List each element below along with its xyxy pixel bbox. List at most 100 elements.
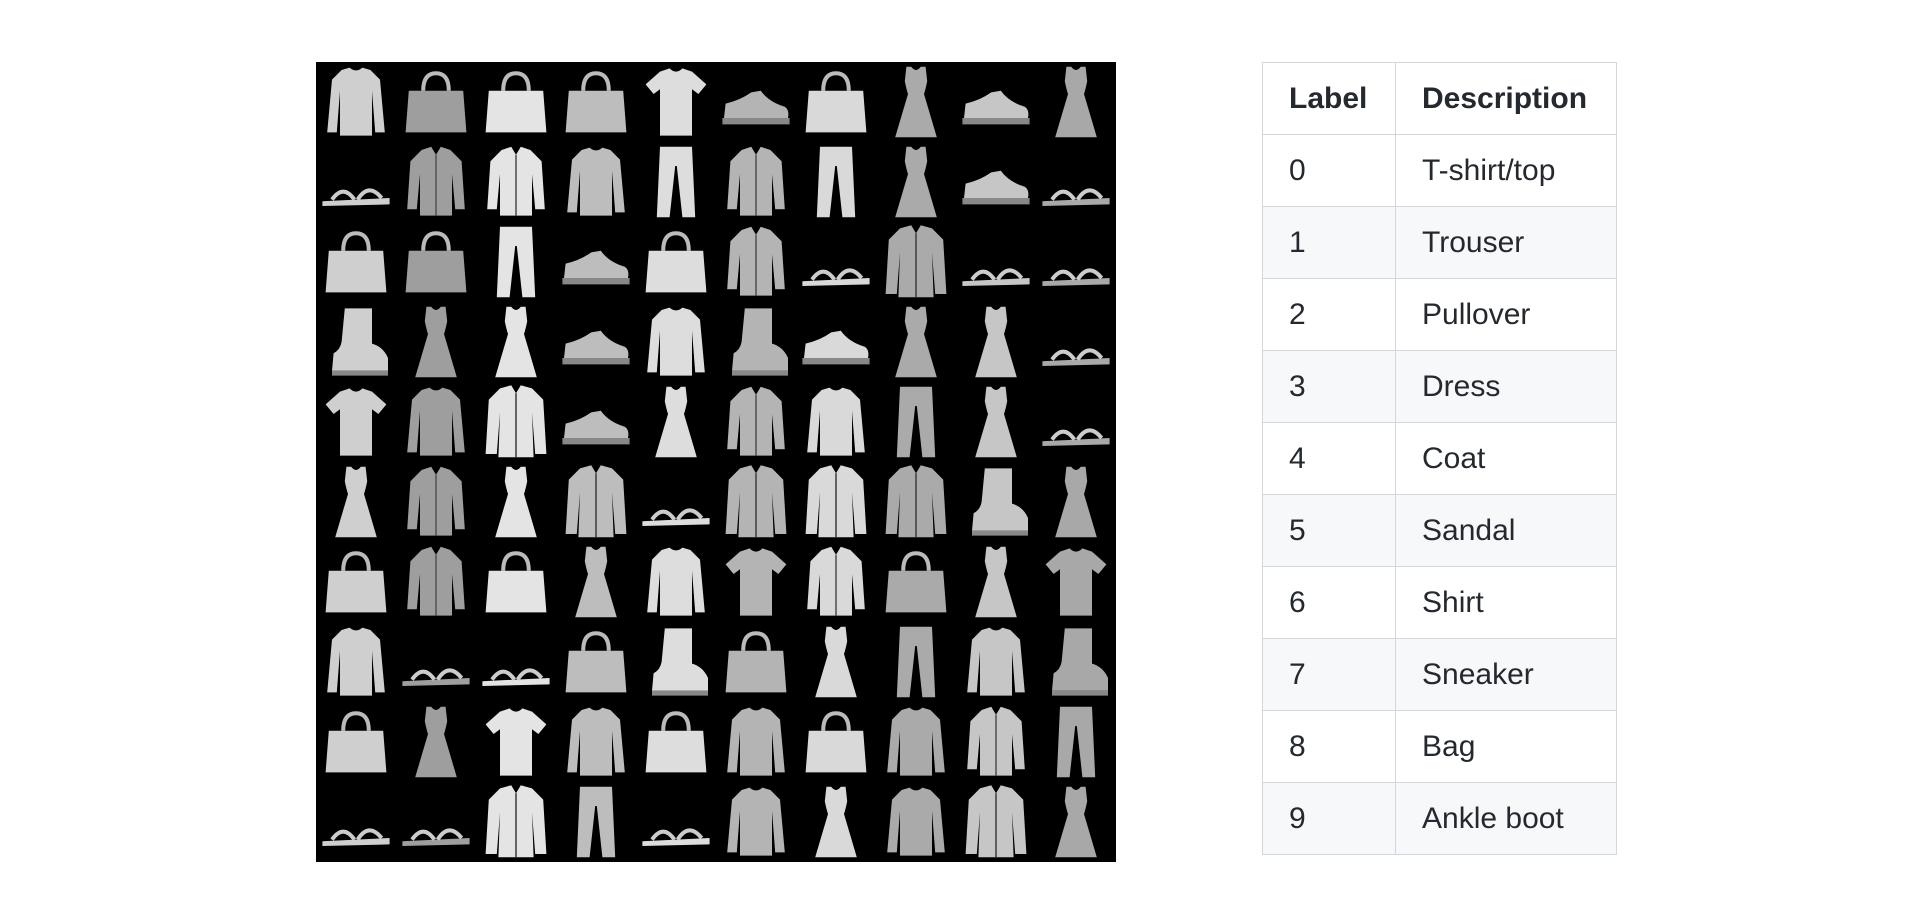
- clothing-image-coat: [876, 462, 956, 542]
- clothing-image-coat: [876, 222, 956, 302]
- clothing-image-dress: [876, 62, 956, 142]
- clothing-image-bag: [476, 62, 556, 142]
- clothing-image-sandal: [956, 222, 1036, 302]
- clothing-image-bag: [636, 222, 716, 302]
- clothing-image-pullover: [716, 702, 796, 782]
- clothing-image-pullover: [716, 782, 796, 862]
- clothing-image-pullover: [556, 142, 636, 222]
- clothing-image-bag: [316, 542, 396, 622]
- clothing-image-bag: [556, 62, 636, 142]
- clothing-image-sneaker: [956, 62, 1036, 142]
- clothing-image-boot: [636, 622, 716, 702]
- label-cell: 8: [1262, 710, 1396, 783]
- clothing-image-shirt: [716, 142, 796, 222]
- label-cell: 6: [1262, 566, 1396, 639]
- clothing-image-sneaker: [796, 302, 876, 382]
- clothing-image-shirt: [476, 142, 556, 222]
- clothing-image-sandal: [1036, 382, 1116, 462]
- clothing-image-bag: [556, 622, 636, 702]
- clothing-image-pullover: [316, 622, 396, 702]
- clothing-image-pullover: [396, 382, 476, 462]
- clothing-image-coat: [476, 782, 556, 862]
- clothing-image-shirt: [796, 542, 876, 622]
- label-cell: 3: [1262, 350, 1396, 423]
- clothing-image-shirt: [716, 222, 796, 302]
- table-row: 9 Ankle boot: [1262, 782, 1617, 855]
- clothing-image-sneaker: [956, 142, 1036, 222]
- clothing-image-sandal: [1036, 142, 1116, 222]
- clothing-image-sandal: [476, 622, 556, 702]
- clothing-image-bag: [876, 542, 956, 622]
- clothing-image-coat: [796, 462, 876, 542]
- description-cell: T-shirt/top: [1395, 134, 1617, 207]
- clothing-image-shirt: [956, 702, 1036, 782]
- clothing-image-bag: [316, 222, 396, 302]
- label-cell: 1: [1262, 206, 1396, 279]
- clothing-image-shirt: [716, 382, 796, 462]
- label-cell: 0: [1262, 134, 1396, 207]
- label-cell: 9: [1262, 782, 1396, 855]
- clothing-image-pullover: [316, 62, 396, 142]
- label-cell: 7: [1262, 638, 1396, 711]
- label-cell: 5: [1262, 494, 1396, 567]
- description-cell: Trouser: [1395, 206, 1617, 279]
- clothing-image-dress: [1036, 782, 1116, 862]
- clothing-image-bag: [636, 702, 716, 782]
- description-cell: Bag: [1395, 710, 1617, 783]
- table-header-row: Label Description: [1262, 62, 1617, 135]
- table-row: 2 Pullover: [1262, 278, 1617, 351]
- clothing-image-dress: [956, 542, 1036, 622]
- description-cell: Dress: [1395, 350, 1617, 423]
- clothing-image-dress: [956, 302, 1036, 382]
- description-column-header: Description: [1395, 62, 1617, 135]
- clothing-image-bag: [716, 622, 796, 702]
- clothing-image-pullover: [636, 302, 716, 382]
- table-row: 7 Sneaker: [1262, 638, 1617, 711]
- clothing-image-trouser: [1036, 702, 1116, 782]
- clothing-image-dress: [476, 302, 556, 382]
- clothing-image-dress: [396, 702, 476, 782]
- clothing-image-sneaker: [716, 62, 796, 142]
- clothing-image-trouser: [476, 222, 556, 302]
- clothing-image-dress: [476, 462, 556, 542]
- clothing-image-dress: [876, 302, 956, 382]
- clothing-image-pullover: [556, 702, 636, 782]
- clothing-image-tshirt: [316, 382, 396, 462]
- clothing-image-boot: [716, 302, 796, 382]
- clothing-image-pullover: [876, 782, 956, 862]
- clothing-image-tshirt: [1036, 542, 1116, 622]
- clothing-image-sandal: [396, 622, 476, 702]
- table-row: 5 Sandal: [1262, 494, 1617, 567]
- clothing-image-sneaker: [556, 382, 636, 462]
- table-row: 4 Coat: [1262, 422, 1617, 495]
- clothing-image-bag: [396, 222, 476, 302]
- clothing-image-dress: [796, 782, 876, 862]
- clothing-image-dress: [1036, 62, 1116, 142]
- clothing-image-trouser: [876, 382, 956, 462]
- clothing-image-bag: [796, 62, 876, 142]
- clothing-image-sandal: [316, 142, 396, 222]
- description-cell: Coat: [1395, 422, 1617, 495]
- clothing-image-coat: [716, 462, 796, 542]
- clothing-image-tshirt: [716, 542, 796, 622]
- description-cell: Shirt: [1395, 566, 1617, 639]
- table-row: 3 Dress: [1262, 350, 1617, 423]
- clothing-image-sneaker: [556, 222, 636, 302]
- clothing-image-dress: [636, 382, 716, 462]
- description-cell: Ankle boot: [1395, 782, 1617, 855]
- table-row: 8 Bag: [1262, 710, 1617, 783]
- clothing-image-tshirt: [476, 702, 556, 782]
- clothing-image-sandal: [1036, 302, 1116, 382]
- clothing-image-sandal: [636, 462, 716, 542]
- clothing-image-dress: [396, 302, 476, 382]
- clothing-image-trouser: [876, 622, 956, 702]
- clothing-image-dress: [316, 462, 396, 542]
- clothing-image-pullover: [796, 382, 876, 462]
- clothing-image-shirt: [396, 142, 476, 222]
- clothing-image-tshirt: [636, 62, 716, 142]
- clothing-image-sandal: [796, 222, 876, 302]
- clothing-image-sandal: [316, 782, 396, 862]
- clothing-image-dress: [556, 542, 636, 622]
- clothing-image-bag: [796, 702, 876, 782]
- label-column-header: Label: [1262, 62, 1396, 135]
